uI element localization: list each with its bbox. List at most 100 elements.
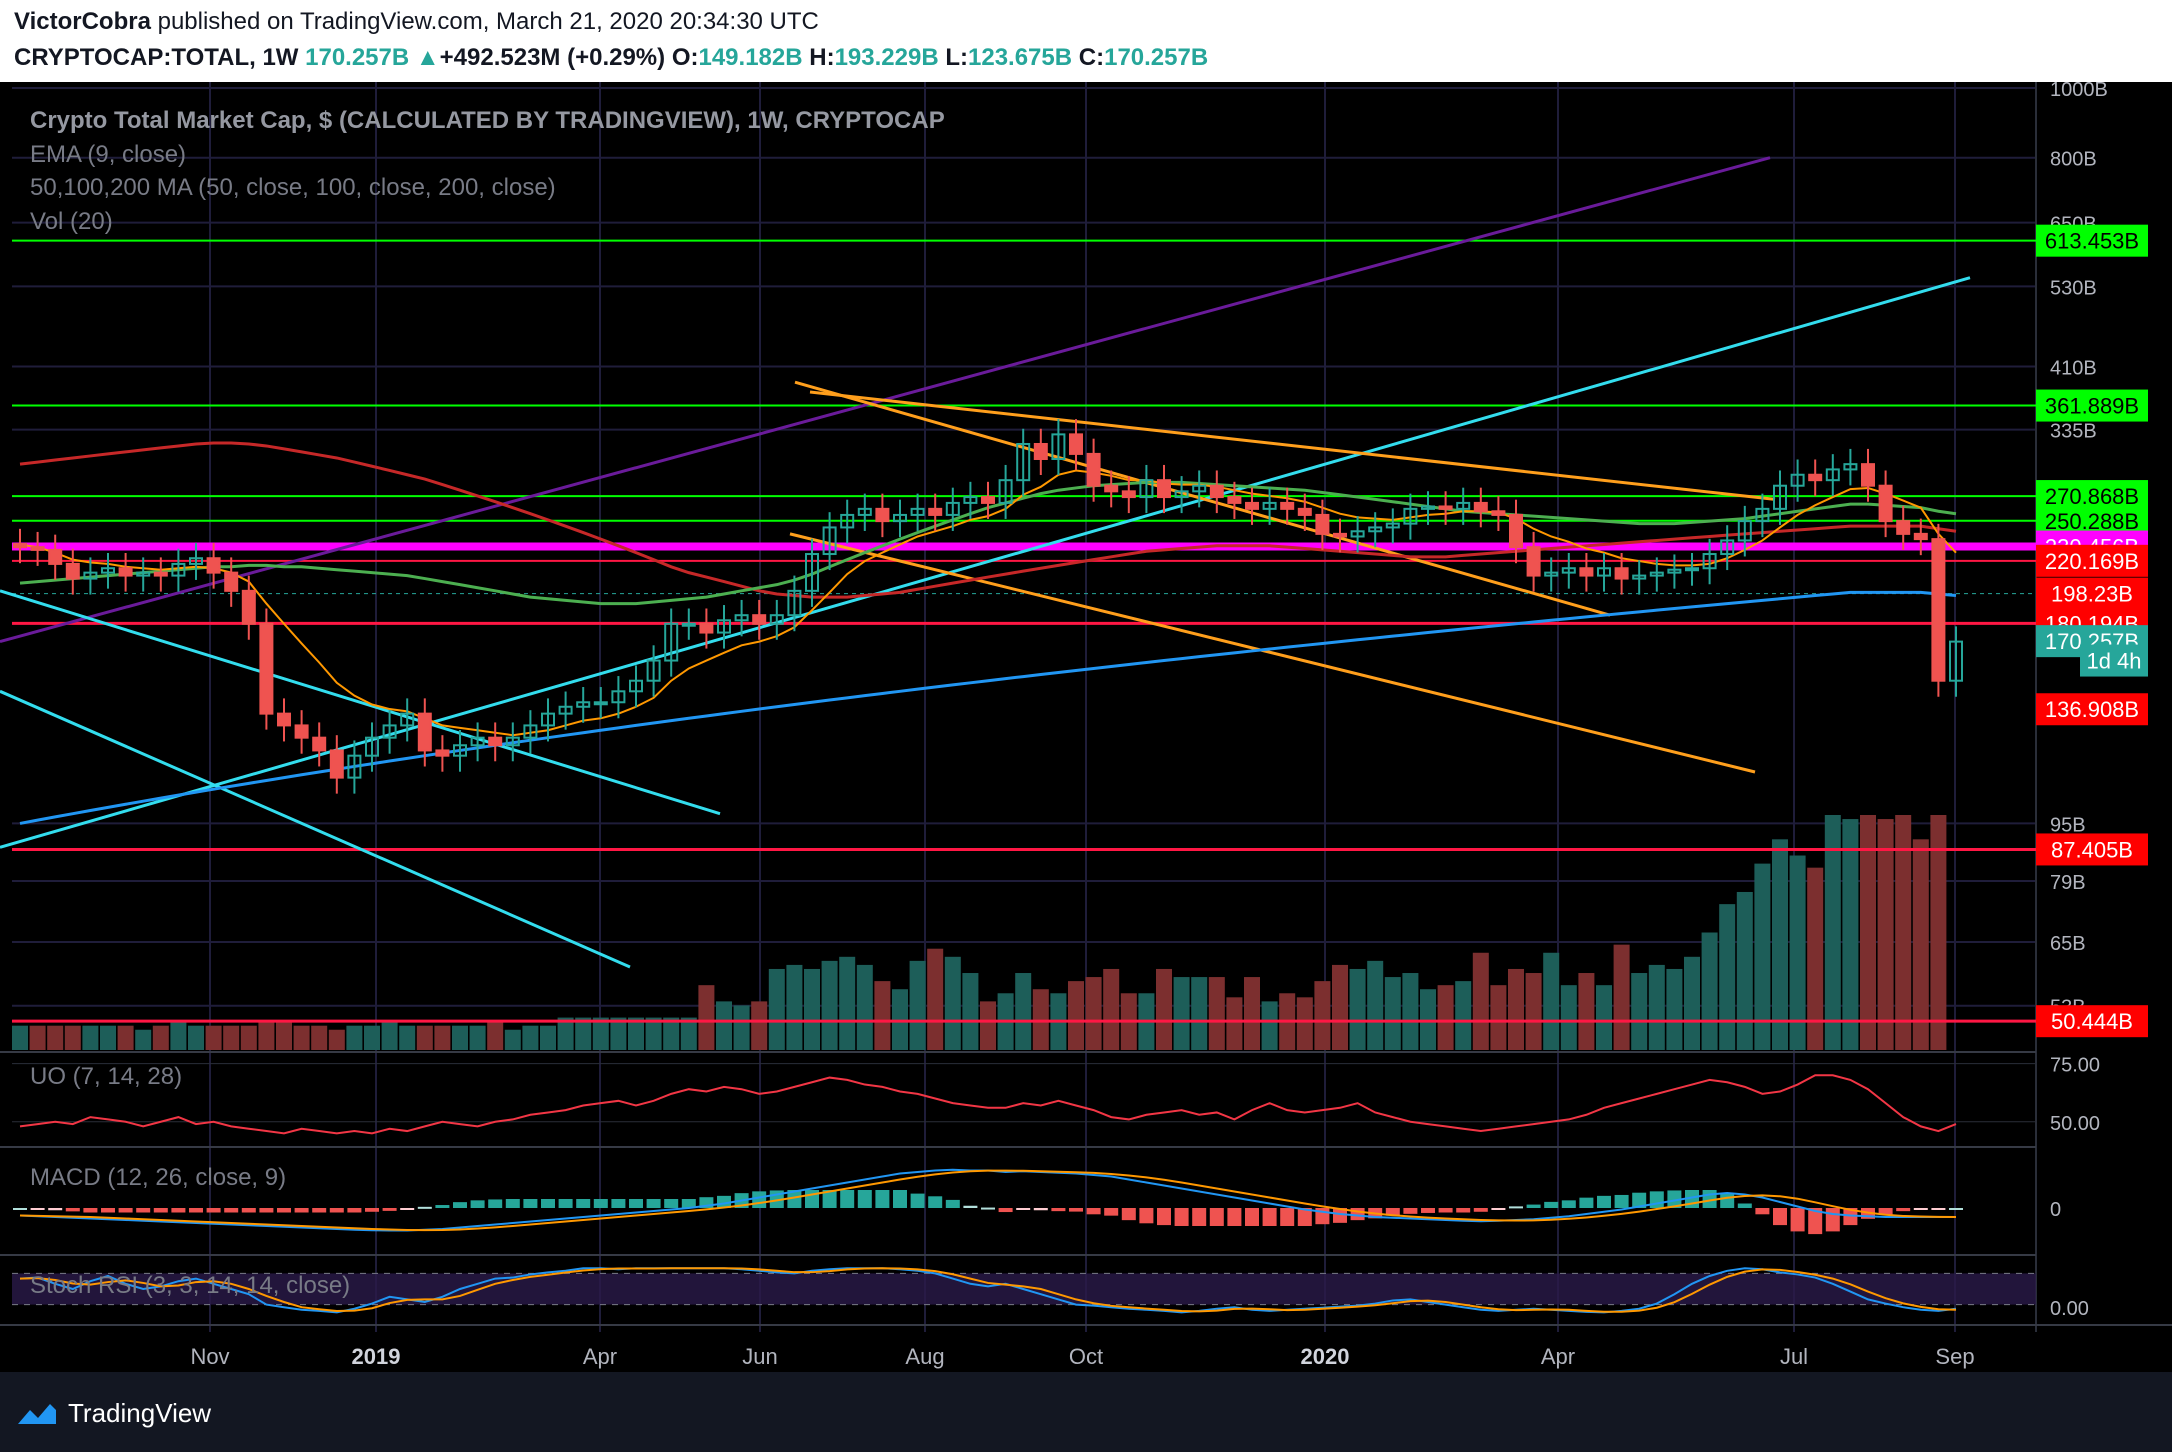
macd-histogram-bar [294,1208,309,1213]
volume-bar [1367,960,1384,1050]
macd-histogram-bar [1913,1208,1928,1210]
volume-bar [663,1017,680,1050]
candle-body [118,567,133,577]
price-tick-label: 410B [2050,358,2097,380]
macd-histogram-bar [329,1208,344,1213]
candle-body [1473,501,1488,513]
candle-body [945,501,960,516]
volume-bar [1824,815,1841,1050]
price-label-box [2036,544,2148,577]
macd-histogram-bar [857,1190,872,1208]
time-axis-label: Sep [1935,1344,1974,1369]
candle-body [30,546,45,551]
author-name[interactable]: VictorCobra [14,8,151,35]
volume-bar [258,1021,275,1050]
volume-bar [416,1025,433,1050]
ma100-line [19,441,1957,599]
candle-body [1350,530,1365,538]
stoch-legend[interactable]: Stoch RSI (3, 3, 14, 14, close) [30,1272,351,1299]
candle-body [1403,507,1418,525]
candle-body [294,724,309,739]
candle-body [1949,640,1963,682]
candle-body [153,571,168,577]
candle-body [1438,505,1453,510]
volume-bar [1208,977,1225,1050]
tradingview-logo[interactable]: TradingView [14,1398,211,1429]
quote-line: CRYPTOCAP:TOTAL, 1W 170.257B ▲+492.523M … [14,44,1208,72]
macd-histogram-bar [1262,1208,1277,1226]
publish-line: VictorCobra published on TradingView.com… [14,8,819,36]
macd-histogram-bar [1649,1191,1664,1208]
macd-histogram-bar [470,1200,485,1208]
candle-body [1227,496,1242,504]
volume-bar [892,989,908,1050]
vol-legend[interactable]: Vol (20) [30,208,113,235]
close-value: 170.257B [1104,44,1209,71]
ma200-line [19,590,1957,825]
macd-histogram-bar [910,1193,925,1208]
macd-histogram-bar [1438,1208,1453,1213]
stoch-tick-label: 0.00 [2050,1298,2089,1320]
candle-body [1315,513,1330,535]
volume-bar [434,1025,451,1050]
time-axis-label: 2020 [1301,1344,1350,1369]
candle-body [400,712,415,727]
volume-bar [944,956,961,1050]
volume-bar [328,1029,345,1050]
volume-bar [927,948,944,1050]
macd-histogram-bar [1843,1208,1858,1226]
macd-histogram-bar [1421,1208,1435,1213]
macd-histogram-bar [893,1190,907,1208]
candle-body [488,736,503,747]
volume-bar [293,1025,310,1050]
uo-legend[interactable]: UO (7, 14, 28) [30,1063,183,1090]
macd-histogram-bar [822,1190,837,1208]
macd-histogram-bar [558,1199,573,1208]
trendline [0,276,1971,849]
candle-body [1773,484,1787,510]
price-label-box [2036,1005,2148,1038]
volume-bar [1719,904,1736,1050]
time-axis-label: Apr [583,1344,617,1369]
volume-bar [82,1025,99,1050]
candle-body [1808,473,1823,482]
volume-bar [1314,981,1331,1050]
candle-body [1597,567,1611,577]
candle-body [857,507,872,516]
macd-histogram-bar [1297,1208,1312,1226]
candle-body [189,557,203,565]
candle-body [1896,520,1911,535]
macd-histogram-bar [48,1208,63,1211]
candle-body [593,701,608,706]
trendline [809,390,1776,501]
volume-bar [1156,968,1172,1050]
candle-body [1121,490,1136,499]
macd-histogram-bar [1737,1203,1752,1208]
candle-body [470,736,485,747]
volume-bar [1754,863,1771,1050]
volume-bar [1578,973,1595,1050]
macd-legend[interactable]: MACD (12, 26, close, 9) [30,1164,287,1191]
price-tick-label: 95B [2050,814,2086,836]
volume-bar [1772,839,1788,1050]
price-chart[interactable]: 1000B800B650B530B410B335B95B79B65B53B613… [0,82,2172,1372]
volume-bar [1877,819,1894,1050]
volume-bar [311,1025,328,1050]
candle-body [646,659,661,682]
ma-legend[interactable]: 50,100,200 MA (50, close, 100, close, 20… [30,174,556,201]
time-axis-label: Jun [742,1344,777,1369]
macd-histogram-bar [681,1199,696,1208]
volume-bar [12,1025,28,1050]
volume-bar [1895,815,1912,1050]
volume-bar [504,1029,521,1050]
candle-body [840,513,855,529]
macd-histogram-bar [664,1199,679,1208]
macd-histogram-bar [400,1208,415,1210]
change-arrow-icon: ▲ [415,44,440,71]
ema-legend[interactable]: EMA (9, close) [30,141,187,168]
price-label-text: 50.444B [2051,1009,2133,1034]
macd-histogram-bar [752,1191,767,1208]
macd-histogram-bar [1667,1190,1682,1208]
macd-histogram-bar [277,1208,291,1213]
macd-histogram-bar [1597,1195,1611,1208]
